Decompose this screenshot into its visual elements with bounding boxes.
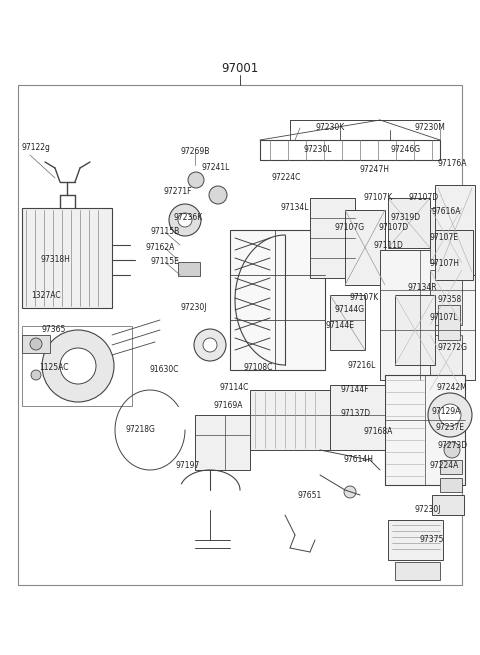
Circle shape (203, 338, 217, 352)
Text: 97115B: 97115B (150, 227, 180, 236)
Circle shape (188, 172, 204, 188)
Circle shape (428, 393, 472, 437)
Text: 97107D: 97107D (379, 223, 409, 233)
Text: 97144G: 97144G (335, 305, 365, 314)
Bar (440, 478, 462, 492)
Text: 97365: 97365 (42, 326, 66, 335)
Text: 97230K: 97230K (315, 124, 345, 132)
Text: 1327AC: 1327AC (31, 291, 61, 301)
Text: 97111D: 97111D (373, 242, 403, 250)
Text: 97230L: 97230L (304, 145, 332, 155)
Text: 97271F: 97271F (164, 187, 192, 196)
Bar (385, 375, 465, 485)
Bar (22, 208, 112, 308)
Text: 97318H: 97318H (40, 255, 70, 265)
Bar (435, 185, 475, 275)
Bar (438, 305, 460, 340)
Text: 97169A: 97169A (213, 400, 243, 409)
Bar (430, 208, 462, 263)
Text: 97246G: 97246G (391, 145, 421, 155)
Circle shape (209, 186, 227, 204)
Circle shape (444, 442, 460, 458)
Circle shape (31, 370, 41, 380)
Text: 97230J: 97230J (181, 303, 207, 312)
Text: 97230M: 97230M (415, 124, 445, 132)
Text: 97242M: 97242M (437, 383, 468, 392)
Text: 97358: 97358 (438, 295, 462, 305)
Text: 97224C: 97224C (271, 174, 300, 183)
Text: 97616A: 97616A (431, 208, 461, 217)
Text: 97134R: 97134R (407, 284, 437, 293)
Text: 97144E: 97144E (325, 322, 355, 331)
Bar (430, 270, 462, 325)
Text: 97107D: 97107D (409, 193, 439, 202)
Text: 97614H: 97614H (343, 455, 373, 464)
Text: 97236K: 97236K (173, 214, 203, 223)
Bar (330, 385, 385, 450)
Text: 97230J: 97230J (415, 506, 441, 514)
Circle shape (178, 213, 192, 227)
Text: 97144F: 97144F (341, 386, 369, 394)
Text: 97319D: 97319D (391, 214, 421, 223)
Bar (380, 250, 475, 380)
Bar (430, 335, 462, 390)
Text: 97107G: 97107G (335, 223, 365, 233)
Text: 97224A: 97224A (429, 462, 459, 470)
Text: 91630C: 91630C (149, 365, 179, 375)
Text: 97129A: 97129A (432, 407, 461, 417)
Text: 97176A: 97176A (437, 160, 467, 168)
Bar (395, 295, 435, 365)
Text: 97114C: 97114C (219, 383, 249, 392)
Text: 97651: 97651 (298, 491, 322, 500)
Bar (388, 520, 443, 560)
Text: 97218G: 97218G (125, 426, 155, 434)
Text: 97273D: 97273D (438, 441, 468, 449)
Text: 97107K: 97107K (349, 293, 379, 303)
Bar (250, 390, 330, 450)
Text: 97137D: 97137D (341, 409, 371, 419)
Text: 97107L: 97107L (430, 314, 458, 322)
Text: 1125AC: 1125AC (39, 364, 69, 373)
Bar (330, 295, 365, 350)
Text: 97241L: 97241L (202, 164, 230, 172)
Text: 97108C: 97108C (243, 364, 273, 373)
Text: 97168A: 97168A (363, 428, 393, 436)
Circle shape (194, 329, 226, 361)
Bar (22, 335, 50, 353)
Text: 97247H: 97247H (359, 166, 389, 174)
Bar (440, 460, 462, 474)
Circle shape (344, 486, 356, 498)
Bar (178, 262, 200, 276)
Bar (22, 326, 132, 406)
Text: 97269B: 97269B (180, 147, 210, 157)
Circle shape (439, 404, 461, 426)
Bar (310, 198, 355, 278)
Text: 97197: 97197 (176, 462, 200, 470)
Circle shape (42, 330, 114, 402)
Text: 97216L: 97216L (348, 362, 376, 371)
Bar (435, 230, 473, 280)
Bar (388, 198, 430, 248)
Bar (432, 495, 464, 515)
Text: 97107K: 97107K (363, 193, 393, 202)
Bar (230, 230, 325, 370)
Bar (195, 415, 250, 470)
Bar (18, 85, 462, 585)
Text: 97107H: 97107H (429, 259, 459, 269)
Text: 97115E: 97115E (151, 257, 180, 267)
Text: 97107E: 97107E (430, 233, 458, 242)
Text: 97134L: 97134L (281, 204, 309, 212)
Circle shape (60, 348, 96, 384)
Circle shape (169, 204, 201, 236)
Text: 97001: 97001 (221, 62, 259, 75)
Circle shape (30, 338, 42, 350)
Text: 97122g: 97122g (22, 143, 50, 153)
Bar (395, 562, 440, 580)
Text: 97272G: 97272G (437, 343, 467, 352)
Text: 97162A: 97162A (145, 244, 175, 252)
Bar (345, 210, 385, 285)
Text: 97237E: 97237E (435, 424, 465, 432)
Text: 97375: 97375 (420, 536, 444, 544)
